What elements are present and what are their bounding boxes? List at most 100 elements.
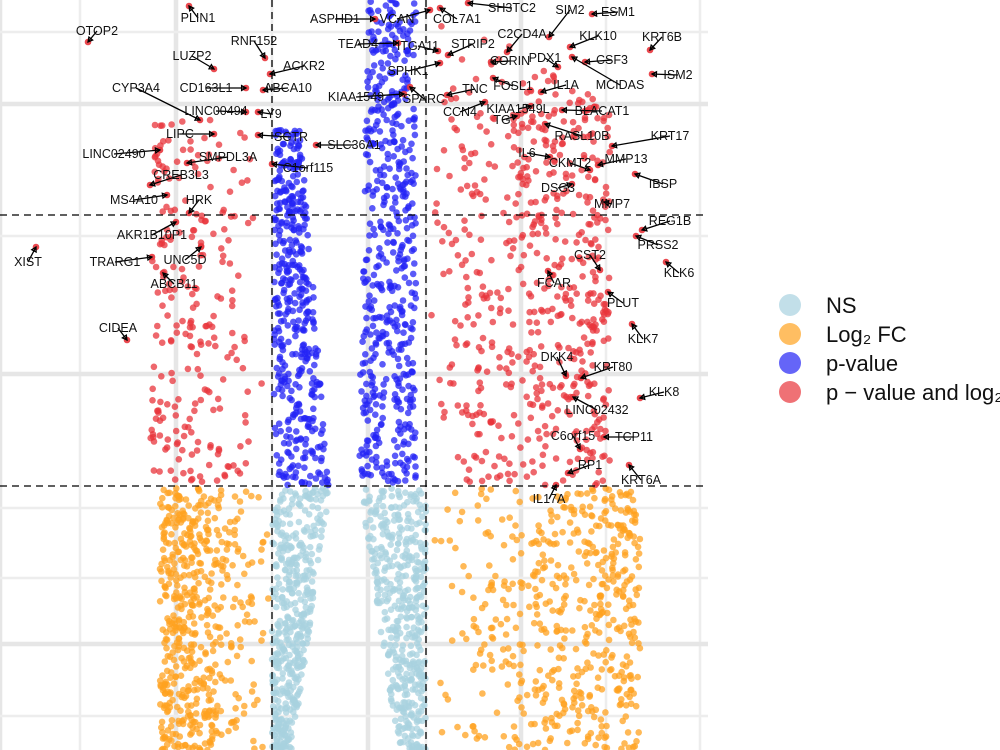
point-fc	[456, 517, 464, 525]
point-fc	[193, 547, 201, 555]
point-both	[553, 206, 560, 214]
point-p	[363, 380, 370, 388]
point-fc	[158, 718, 166, 726]
label-connector	[611, 135, 671, 147]
point-ns	[308, 578, 316, 585]
point-fc	[237, 508, 245, 515]
point-fc	[162, 539, 170, 546]
point-both	[530, 138, 538, 145]
point-both	[473, 113, 481, 121]
point-p	[370, 225, 377, 233]
point-fc	[560, 655, 567, 662]
point-ns	[383, 597, 391, 605]
point-fc	[163, 702, 170, 709]
point-ns	[407, 642, 415, 650]
point-both	[233, 356, 240, 364]
point-p	[382, 47, 390, 55]
point-fc	[210, 688, 217, 695]
point-fc	[215, 504, 222, 512]
point-both	[584, 297, 592, 304]
point-fc	[613, 625, 621, 633]
point-p	[409, 384, 417, 392]
point-fc	[225, 540, 233, 548]
point-both	[163, 444, 171, 451]
point-p	[288, 453, 295, 460]
point-fc	[208, 736, 216, 743]
point-p	[364, 417, 372, 424]
point-fc	[518, 532, 525, 539]
point-fc	[625, 630, 633, 638]
point-ns	[412, 606, 420, 614]
gene-label: TCP11	[615, 430, 653, 444]
point-p	[285, 338, 292, 346]
point-ns	[393, 701, 401, 708]
label-connector	[548, 9, 571, 38]
point-fc	[171, 560, 178, 567]
point-p	[323, 478, 331, 486]
point-p	[389, 249, 397, 256]
point-p	[286, 294, 294, 302]
label-arrowhead	[240, 84, 248, 92]
label-connector	[271, 163, 309, 169]
point-fc	[165, 512, 173, 520]
point-fc	[259, 539, 267, 546]
point-both	[439, 238, 446, 245]
point-ns	[374, 591, 382, 599]
point-both	[188, 233, 196, 241]
label-arrowhead	[539, 87, 547, 94]
point-both	[592, 273, 599, 281]
point-both	[161, 241, 168, 249]
point-p	[305, 245, 312, 253]
point-both	[552, 455, 560, 462]
label-arrowhead	[256, 131, 264, 139]
point-fc	[584, 659, 591, 666]
point-both	[478, 457, 486, 465]
point-fc	[218, 674, 225, 682]
point-both	[552, 91, 559, 98]
point-fc	[618, 696, 625, 703]
point-fc	[188, 559, 195, 566]
point-p	[379, 403, 386, 410]
point-p	[410, 115, 417, 123]
point-both	[505, 285, 512, 293]
gene-label: AKR1B10P1	[117, 228, 187, 242]
point-p	[378, 464, 386, 472]
point-fc	[584, 630, 591, 638]
point-p	[319, 426, 326, 434]
point-p	[403, 470, 410, 477]
point-fc	[484, 529, 492, 536]
gene-label: IBSP	[649, 177, 678, 191]
point-fc	[193, 695, 201, 703]
point-p	[370, 393, 377, 401]
point-both	[589, 448, 597, 456]
point-p	[370, 271, 378, 279]
point-ns	[395, 570, 402, 578]
point-p	[271, 341, 279, 348]
point-fc	[622, 713, 630, 720]
point-fc	[241, 570, 248, 578]
point-fc	[187, 641, 195, 648]
point-fc	[190, 686, 198, 694]
point-fc	[631, 743, 639, 750]
point-both	[495, 453, 503, 460]
point-fc	[167, 574, 174, 581]
point-p	[366, 292, 373, 300]
point-both	[156, 468, 163, 475]
point-ns	[295, 656, 302, 664]
point-fc	[534, 642, 541, 649]
point-fc	[431, 537, 439, 544]
point-fc	[578, 668, 586, 676]
point-fc	[248, 559, 256, 566]
point-both	[531, 362, 539, 370]
point-both	[463, 340, 471, 347]
point-both	[164, 312, 171, 319]
point-both	[441, 408, 448, 416]
point-both	[508, 380, 515, 388]
legend-item-pvalue-and-log2fc: p − value and log₂ FC	[779, 380, 1000, 405]
point-both	[589, 327, 597, 334]
point-both	[595, 468, 602, 476]
point-p	[276, 310, 284, 317]
point-ns	[285, 586, 292, 593]
label-arrowhead	[314, 141, 322, 149]
point-p	[363, 117, 371, 125]
